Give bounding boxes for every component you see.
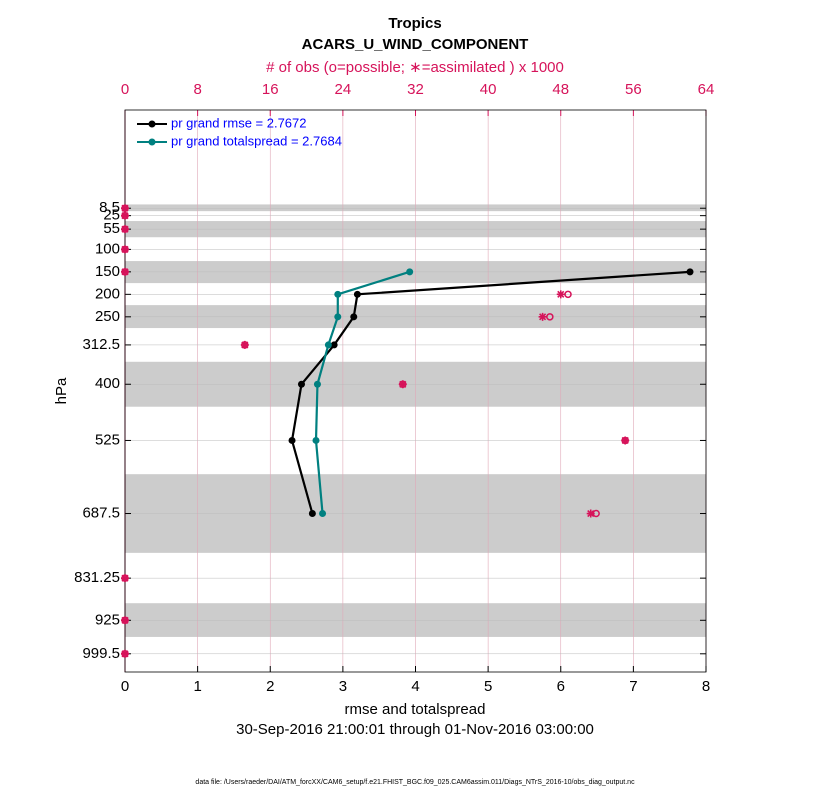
- date-range: 30-Sep-2016 21:00:01 through 01-Nov-2016…: [236, 721, 594, 738]
- x-tick-label: 6: [557, 678, 565, 695]
- y-tick-label: 525: [95, 431, 120, 448]
- y-tick-label: 8.5: [99, 199, 120, 216]
- series-point: [330, 341, 338, 349]
- x-tick-label: 5: [484, 678, 492, 695]
- obs-assimilated: [538, 312, 547, 321]
- top-axis-label: # of obs (o=possible; ∗=assimilated ) x …: [266, 59, 564, 76]
- series-point: [308, 510, 316, 518]
- chart-subtitle: ACARS_U_WIND_COMPONENT: [302, 36, 529, 53]
- series-point: [406, 268, 414, 276]
- series-point: [319, 510, 327, 518]
- top-tick-label: 56: [625, 81, 642, 98]
- y-tick-label: 55: [103, 220, 120, 237]
- top-tick-label: 48: [552, 81, 569, 98]
- y-tick-label: 687.5: [82, 504, 120, 521]
- obs-possible: [546, 313, 554, 321]
- obs-assimilated: [398, 380, 407, 389]
- top-tick-label: 8: [193, 81, 201, 98]
- y-tick-label: 999.5: [82, 645, 120, 662]
- x-tick-label: 4: [411, 678, 419, 695]
- obs-assimilated: [121, 574, 129, 583]
- top-tick-label: 64: [698, 81, 715, 98]
- y-tick-label: 925: [95, 611, 120, 628]
- top-tick-label: 24: [335, 81, 352, 98]
- y-axis-label: hPa: [53, 377, 70, 404]
- series-point: [334, 313, 342, 321]
- y-tick-label: 100: [95, 240, 120, 257]
- legend-label: pr grand rmse = 2.7672: [171, 115, 307, 130]
- series-point: [353, 290, 361, 298]
- series-point: [288, 436, 296, 444]
- x-tick-label: 8: [702, 678, 710, 695]
- y-tick-label: 25: [103, 207, 120, 224]
- x-tick-label: 1: [193, 678, 201, 695]
- y-tick-label: 250: [95, 308, 120, 325]
- obs-assimilated: [621, 436, 630, 445]
- legend-marker: [148, 120, 156, 128]
- legend-marker: [148, 138, 156, 146]
- top-tick-label: 0: [121, 81, 129, 98]
- y-tick-label: 400: [95, 375, 120, 392]
- series-point: [686, 268, 694, 276]
- legend-label: pr grand totalspread = 2.7684: [171, 133, 342, 148]
- y-tick-label: 200: [95, 285, 120, 302]
- obs-assimilated: [121, 204, 129, 213]
- obs-assimilated: [121, 649, 129, 658]
- chart-title: Tropics: [388, 15, 441, 32]
- top-tick-label: 40: [480, 81, 497, 98]
- x-tick-label: 0: [121, 678, 129, 695]
- series-point: [324, 341, 332, 349]
- x-tick-label: 3: [339, 678, 347, 695]
- obs-assimilated: [121, 225, 129, 234]
- plot-frame: [124, 109, 707, 673]
- obs-possible: [564, 290, 572, 299]
- obs-assimilated: [121, 245, 129, 254]
- obs-assimilated: [556, 290, 565, 299]
- obs-assimilated: [121, 267, 129, 276]
- y-tick-label: 150: [95, 263, 120, 280]
- series-point: [312, 436, 320, 444]
- obs-assimilated: [240, 340, 249, 349]
- x-tick-label: 2: [266, 678, 274, 695]
- y-tick-label: 312.5: [82, 336, 120, 353]
- obs-assimilated: [586, 509, 595, 518]
- series-point: [313, 380, 321, 388]
- footer: data file: /Users/raeder/DAI/ATM_forcXX/…: [195, 779, 635, 786]
- series-point: [297, 380, 305, 388]
- obs-assimilated: [121, 211, 129, 220]
- top-tick-label: 32: [407, 81, 424, 98]
- top-tick-label: 16: [262, 81, 279, 98]
- obs-assimilated: [121, 616, 129, 625]
- series-point: [350, 313, 358, 321]
- series-point: [334, 290, 342, 298]
- y-tick-label: 831.25: [74, 569, 120, 586]
- x-tick-label: 7: [629, 678, 637, 695]
- x-axis-label: rmse and totalspread: [345, 701, 486, 718]
